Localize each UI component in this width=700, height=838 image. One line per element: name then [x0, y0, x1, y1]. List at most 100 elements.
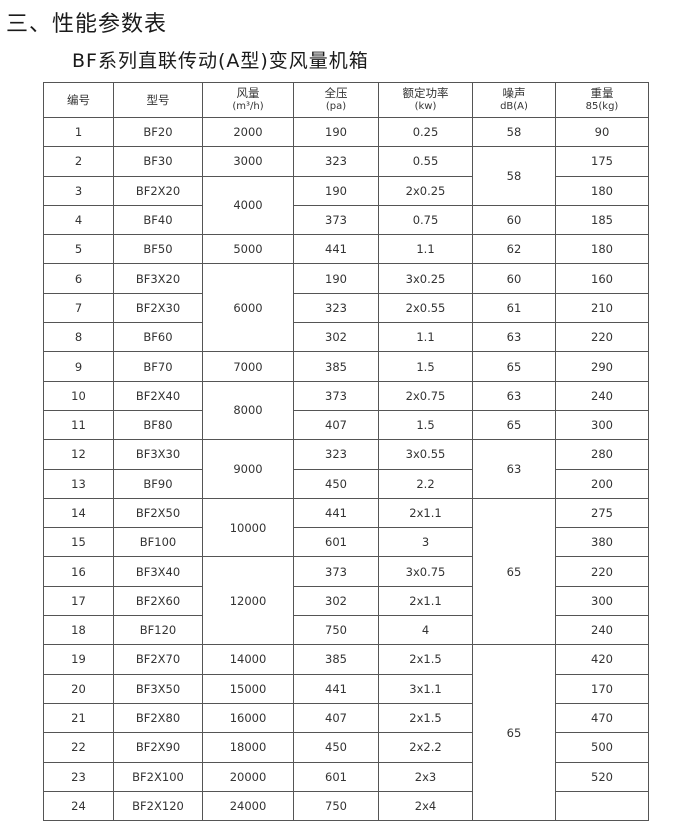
pressure-cell: 323 [293, 439, 379, 470]
table-row: 23 BF2X100 20000 601 2x3 520 [43, 761, 649, 792]
id-cell: 24 [43, 790, 114, 822]
table-row: 4 BF40 373 0.75 60 185 [43, 204, 649, 236]
weight-cell [555, 790, 649, 822]
power-cell: 2x0.25 [378, 175, 473, 206]
airflow-cell: 7000 [202, 351, 294, 382]
table-row: 3 BF2X20 4000 190 2x0.25 180 [43, 175, 649, 236]
noise-cell: 63 [472, 322, 556, 353]
id-cell: 3 [43, 175, 114, 206]
pressure-cell: 190 [293, 175, 379, 206]
id-cell: 15 [43, 527, 114, 558]
table-row: 11 BF80 407 1.5 65 300 [43, 409, 649, 441]
id-cell: 18 [43, 615, 114, 646]
header-row: 编号 型号 风量 (m³/h) 全压 (pa) 额定功率 (kw) 噪声 dB(A) 重量 85(kg… [43, 82, 649, 118]
table-row: 20 BF3X50 15000 441 3x1.1 170 [43, 673, 649, 704]
noise-cell: 58 [472, 116, 556, 148]
airflow-cell: 15000 [202, 673, 294, 704]
pressure-cell: 385 [293, 644, 379, 675]
id-cell: 9 [43, 351, 114, 382]
id-cell: 11 [43, 409, 114, 441]
column-header: 额定功率 (kw) [378, 82, 473, 118]
model-cell: BF3X20 [113, 263, 203, 294]
weight-cell: 300 [555, 409, 649, 441]
pressure-cell: 373 [293, 556, 379, 587]
pressure-cell: 302 [293, 585, 379, 617]
section-title: 三、性能参数表 [6, 12, 168, 37]
table-row: 9 BF70 7000 385 1.5 65 290 [43, 351, 649, 382]
noise-cell: 60 [472, 204, 556, 236]
model-cell: BF60 [113, 322, 203, 353]
id-cell: 23 [43, 761, 114, 792]
model-cell: BF100 [113, 527, 203, 558]
power-cell: 2x1.1 [378, 497, 473, 529]
header-label: 型号 [146, 93, 170, 107]
table-row: 7 BF2X30 323 2x0.55 61 210 [43, 292, 649, 324]
id-cell: 8 [43, 322, 114, 353]
power-cell: 2x0.75 [378, 380, 473, 411]
airflow-cell: 16000 [202, 702, 294, 734]
header-label: 风量 [236, 86, 260, 100]
model-cell: BF2X120 [113, 790, 203, 822]
noise-cell: 63 [472, 380, 556, 411]
header-label: 编号 [67, 93, 90, 107]
airflow-cell: 24000 [202, 790, 294, 822]
power-cell: 1.1 [378, 234, 473, 265]
airflow-cell: 8000 [202, 380, 294, 441]
pressure-cell: 750 [293, 615, 379, 646]
power-cell: 3 [378, 527, 473, 558]
power-cell: 0.25 [378, 116, 473, 148]
model-cell: BF2X60 [113, 585, 203, 617]
column-header: 型号 [113, 82, 203, 118]
id-cell: 7 [43, 292, 114, 324]
pressure-cell: 441 [293, 497, 379, 529]
model-cell: BF3X30 [113, 439, 203, 470]
model-cell: BF20 [113, 116, 203, 148]
model-cell: BF90 [113, 468, 203, 499]
airflow-cell: 6000 [202, 263, 294, 353]
column-header: 风量 (m³/h) [202, 82, 294, 118]
airflow-cell: 18000 [202, 732, 294, 763]
model-cell: BF2X90 [113, 732, 203, 763]
model-cell: BF3X40 [113, 556, 203, 587]
model-cell: BF80 [113, 409, 203, 441]
weight-cell: 520 [555, 761, 649, 792]
model-cell: BF2X70 [113, 644, 203, 675]
performance-table: 编号 型号 风量 (m³/h) 全压 (pa) 额定功率 (kw) 噪声 dB(A) 重量 85(kg… [43, 82, 649, 822]
noise-cell: 58 [472, 146, 556, 206]
power-cell: 4 [378, 615, 473, 646]
pressure-cell: 373 [293, 380, 379, 411]
id-cell: 19 [43, 644, 114, 675]
table-row: 18 BF120 750 4 240 [43, 615, 649, 646]
id-cell: 10 [43, 380, 114, 411]
model-cell: BF2X80 [113, 702, 203, 734]
column-header: 编号 [43, 82, 114, 118]
table-row: 17 BF2X60 302 2x1.1 300 [43, 585, 649, 617]
power-cell: 3x0.75 [378, 556, 473, 587]
power-cell: 1.5 [378, 409, 473, 441]
pressure-cell: 407 [293, 409, 379, 441]
table-row: 12 BF3X30 9000 323 3x0.55 63 280 [43, 439, 649, 499]
power-cell: 0.75 [378, 204, 473, 236]
header-unit: 85(kg) [585, 101, 619, 112]
weight-cell: 470 [555, 702, 649, 734]
weight-cell: 240 [555, 615, 649, 646]
table-row: 5 BF50 5000 441 1.1 62 180 [43, 234, 649, 265]
header-unit: (m³/h) [232, 101, 264, 112]
power-cell: 2x1.1 [378, 585, 473, 617]
noise-cell: 65 [472, 644, 556, 822]
airflow-cell: 14000 [202, 644, 294, 675]
model-cell: BF2X40 [113, 380, 203, 411]
header-unit: dB(A) [500, 101, 528, 112]
power-cell: 2x3 [378, 761, 473, 792]
weight-cell: 90 [555, 116, 649, 148]
noise-cell: 63 [472, 439, 556, 499]
id-cell: 12 [43, 439, 114, 470]
id-cell: 5 [43, 234, 114, 265]
weight-cell: 290 [555, 351, 649, 382]
model-cell: BF50 [113, 234, 203, 265]
table-row: 1 BF20 2000 190 0.25 58 90 [43, 116, 649, 148]
power-cell: 1.1 [378, 322, 473, 353]
id-cell: 14 [43, 497, 114, 529]
table-subtitle: BF系列直联传动(A型)变风量机箱 [72, 50, 369, 72]
pressure-cell: 601 [293, 527, 379, 558]
